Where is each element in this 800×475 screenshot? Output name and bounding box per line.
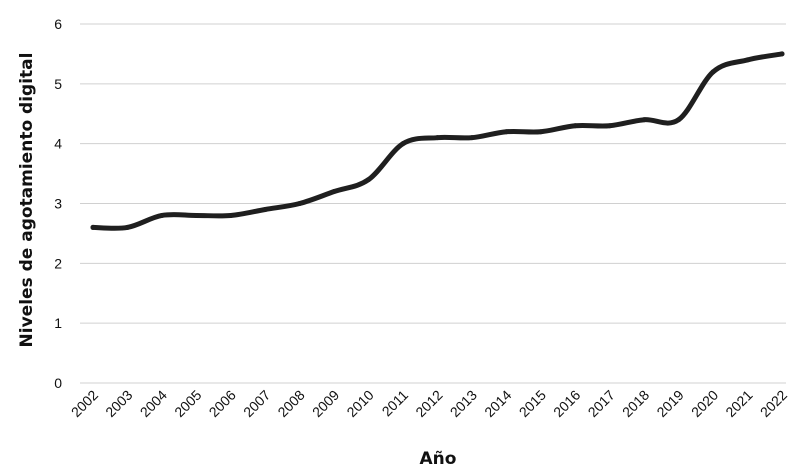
series-line [90,51,785,231]
data-point [159,212,165,218]
y-axis-ticks: 0 1 2 3 4 5 6 [54,16,62,391]
data-point [607,123,613,129]
data-point [710,69,716,75]
data-point [745,57,751,63]
data-point [297,201,303,206]
x-tick-label: 2019 [653,387,686,420]
x-tick-label: 2005 [171,387,204,420]
y-axis-title: Niveles de agotamiento digital [17,53,37,348]
y-tick-label: 3 [54,196,62,212]
data-point [538,129,544,135]
data-point [503,129,509,135]
x-tick-label: 2012 [412,387,445,420]
data-point [400,141,406,147]
data-point [469,135,475,141]
x-tick-label: 2016 [550,387,583,420]
y-tick-label: 5 [54,76,62,92]
y-tick-label: 2 [54,255,62,271]
data-point [641,117,647,123]
y-tick-label: 0 [54,375,62,391]
data-point [779,51,785,57]
data-point [193,212,199,218]
x-tick-label: 2015 [516,387,549,420]
x-tick-label: 2014 [481,387,514,420]
x-tick-label: 2006 [206,387,239,420]
data-point [676,117,682,123]
x-axis-title: Año [420,449,457,469]
x-tick-label: 2013 [447,387,480,420]
x-tick-label: 2017 [585,387,618,420]
y-tick-label: 4 [54,136,62,152]
data-point [366,177,372,183]
y-tick-label: 1 [54,315,62,331]
x-tick-label: 2008 [274,387,307,420]
x-tick-label: 2018 [619,387,652,420]
x-tick-label: 2010 [343,387,376,420]
x-axis-ticks: 2002 2003 2004 2005 2006 2007 2008 2009 2010 2011… [68,387,790,420]
data-point [435,135,440,141]
x-tick-label: 2009 [309,387,342,420]
data-point [262,206,268,212]
data-point [124,224,130,230]
x-tick-label: 2021 [722,387,755,420]
series-layer [90,51,785,231]
x-tick-label: 2004 [137,387,170,420]
x-tick-label: 2007 [240,387,273,420]
data-point [331,189,337,195]
data-point [228,212,234,218]
gridlines [80,23,786,384]
x-tick-label: 2020 [688,387,721,420]
y-tick-label: 6 [54,16,62,32]
x-tick-label: 2003 [102,387,135,420]
x-tick-label: 2022 [757,387,790,420]
data-point [90,224,96,230]
x-tick-label: 2002 [68,387,101,420]
data-point [572,123,578,129]
x-tick-label: 2011 [379,387,412,420]
